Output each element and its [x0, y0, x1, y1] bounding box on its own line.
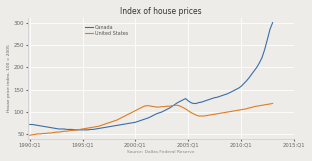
Canada	[67, 128, 71, 130]
Canada	[223, 94, 227, 95]
Canada	[81, 129, 85, 131]
X-axis label: Source: Dallas Federal Reserve: Source: Dallas Federal Reserve	[127, 150, 194, 154]
Canada	[73, 129, 76, 131]
Title: Index of house prices: Index of house prices	[120, 7, 202, 16]
United States	[78, 128, 82, 130]
Legend: Canada, United States: Canada, United States	[83, 23, 130, 38]
United States	[60, 131, 63, 133]
Y-axis label: House price index, 100 = 2005: House price index, 100 = 2005	[7, 45, 11, 112]
United States	[67, 130, 71, 132]
Canada	[60, 128, 63, 130]
Line: United States: United States	[30, 104, 273, 135]
United States	[149, 105, 153, 107]
Line: Canada: Canada	[30, 23, 273, 130]
Canada	[199, 101, 203, 103]
United States	[221, 112, 224, 114]
United States	[197, 115, 201, 117]
Canada	[28, 123, 32, 125]
United States	[271, 103, 275, 104]
Canada	[271, 22, 275, 24]
Canada	[152, 114, 156, 116]
United States	[28, 134, 32, 136]
